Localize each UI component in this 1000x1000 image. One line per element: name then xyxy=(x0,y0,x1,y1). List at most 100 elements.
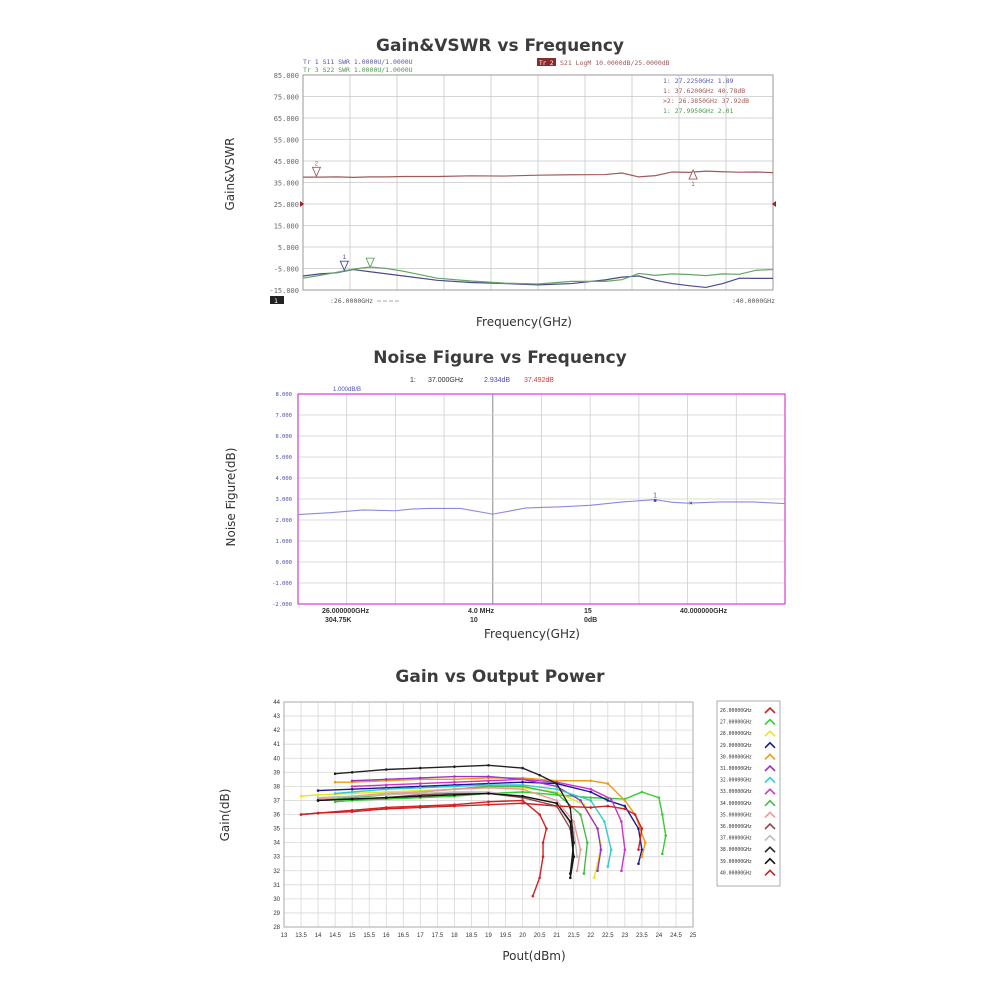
y-tick-label: 44 xyxy=(273,700,280,706)
series-point xyxy=(316,789,320,792)
series-point xyxy=(453,765,456,768)
start-temperature-label: 304.75K xyxy=(325,617,351,624)
series-point xyxy=(299,813,303,816)
legend-label: 37.00000GHz xyxy=(720,836,752,842)
series-point xyxy=(350,779,354,783)
series-point xyxy=(589,787,593,791)
y-tick-label: 15.000 xyxy=(274,223,299,231)
x-tick-label: 23.5 xyxy=(636,933,648,939)
y-tick-label: 38 xyxy=(273,784,280,790)
plot-frame xyxy=(302,74,774,291)
series-point xyxy=(555,792,558,795)
series-point xyxy=(555,799,558,802)
series-point xyxy=(538,876,541,880)
legend-swatch xyxy=(764,753,776,760)
marker-2-label: × xyxy=(689,501,693,508)
trace-line-0 xyxy=(303,170,774,178)
series-point xyxy=(453,780,456,784)
series-point xyxy=(453,790,456,794)
series-point xyxy=(350,771,354,774)
legend-swatch xyxy=(764,706,776,714)
series-point xyxy=(419,794,422,798)
series-point xyxy=(633,813,637,816)
marker-table-row: 1: 27.9950GHz 2.01 xyxy=(663,107,734,115)
legend-swatch xyxy=(764,730,776,737)
reference-arrow-right xyxy=(772,201,776,207)
x-tick-label: 22 xyxy=(587,933,594,939)
series-point xyxy=(572,855,576,858)
series-point xyxy=(664,834,668,837)
series-point xyxy=(316,811,320,815)
series-point xyxy=(640,790,644,794)
series-point xyxy=(453,793,456,797)
series-point xyxy=(623,799,627,802)
series-point xyxy=(620,869,623,873)
series-point xyxy=(555,804,558,808)
x-tick-label: 20 xyxy=(519,933,526,939)
series-point xyxy=(609,848,613,851)
x-tick-label: 17 xyxy=(417,933,424,939)
y-tick-label: -15.000 xyxy=(269,287,299,295)
legend-swatch xyxy=(764,799,776,807)
series-point xyxy=(575,855,579,858)
x-tick-label: 21.5 xyxy=(568,933,580,939)
marker-1-label: 1 xyxy=(653,492,657,499)
legend-label: 33.00000GHz xyxy=(720,789,752,795)
legend-label: 34.00000GHz xyxy=(720,801,752,807)
legend-label: 28.00000GHz xyxy=(720,731,752,737)
x-tick-label: 17.5 xyxy=(432,933,444,939)
x-tick-label: 24.5 xyxy=(670,933,682,939)
x-tick-label: 16 xyxy=(383,933,390,939)
y-tick-label: 31 xyxy=(273,883,280,889)
series-point xyxy=(419,776,422,780)
x-tick-label: 18.5 xyxy=(466,933,478,939)
stop-frequency-label: :40.0000GHz xyxy=(732,297,775,305)
series-point xyxy=(541,841,545,844)
series-point xyxy=(316,796,320,799)
series-point xyxy=(637,862,640,866)
series-line-11 xyxy=(318,791,578,857)
series-point xyxy=(640,855,644,858)
trace-header-s22: Tr 3 S22 SWR 1.0000U/1.0000U xyxy=(303,66,413,74)
x-tick-label: 15 xyxy=(349,933,356,939)
series-point xyxy=(572,820,576,823)
series-point xyxy=(637,827,640,830)
series-point xyxy=(419,792,422,795)
legend-label: 26.00000GHz xyxy=(720,708,752,714)
legend-swatch xyxy=(764,846,776,853)
y-tick-label: 35 xyxy=(273,827,280,833)
start-frequency-label: 26.000000GHz xyxy=(322,608,370,615)
series-point xyxy=(606,799,610,802)
y-tick-label: 4.000 xyxy=(275,476,292,482)
x-tick-label: 22.5 xyxy=(602,933,614,939)
marker-triangle xyxy=(688,168,698,180)
trace-header-s11: Tr 1 S11 SWR 1.0000U/1.0000U xyxy=(303,58,413,66)
series-point xyxy=(453,785,456,788)
series-point xyxy=(487,803,490,806)
y-tick-label: 28 xyxy=(273,925,280,931)
series-point xyxy=(569,820,572,823)
y-tick-label: 43 xyxy=(273,714,280,720)
series-point xyxy=(589,806,593,809)
chart2-title: Noise Figure vs Frequency xyxy=(373,348,627,368)
y-tick-label: 45.000 xyxy=(274,158,299,166)
series-point xyxy=(333,772,337,776)
marker-table-row: 1: 27.2250GHz 1.89 xyxy=(663,77,734,85)
trace-header-tag: Tr 2 xyxy=(539,60,554,67)
y-tick-label: 5.000 xyxy=(278,244,299,252)
series-point xyxy=(419,806,422,809)
x-tick-label: 15.5 xyxy=(363,933,375,939)
series-point xyxy=(521,801,524,805)
y-tick-label: 37 xyxy=(273,798,280,804)
series-point xyxy=(419,766,422,770)
series-point xyxy=(609,797,613,801)
series-point xyxy=(521,794,524,798)
channel-label: 1 xyxy=(274,297,278,305)
x-tick-label: 13.5 xyxy=(295,933,307,939)
series-point xyxy=(453,804,456,808)
legend-label: 32.00000GHz xyxy=(720,778,752,784)
series-line-6 xyxy=(335,784,612,867)
series-line-12 xyxy=(335,764,575,874)
series-point xyxy=(384,778,388,781)
legend-label: 27.00000GHz xyxy=(720,720,752,726)
